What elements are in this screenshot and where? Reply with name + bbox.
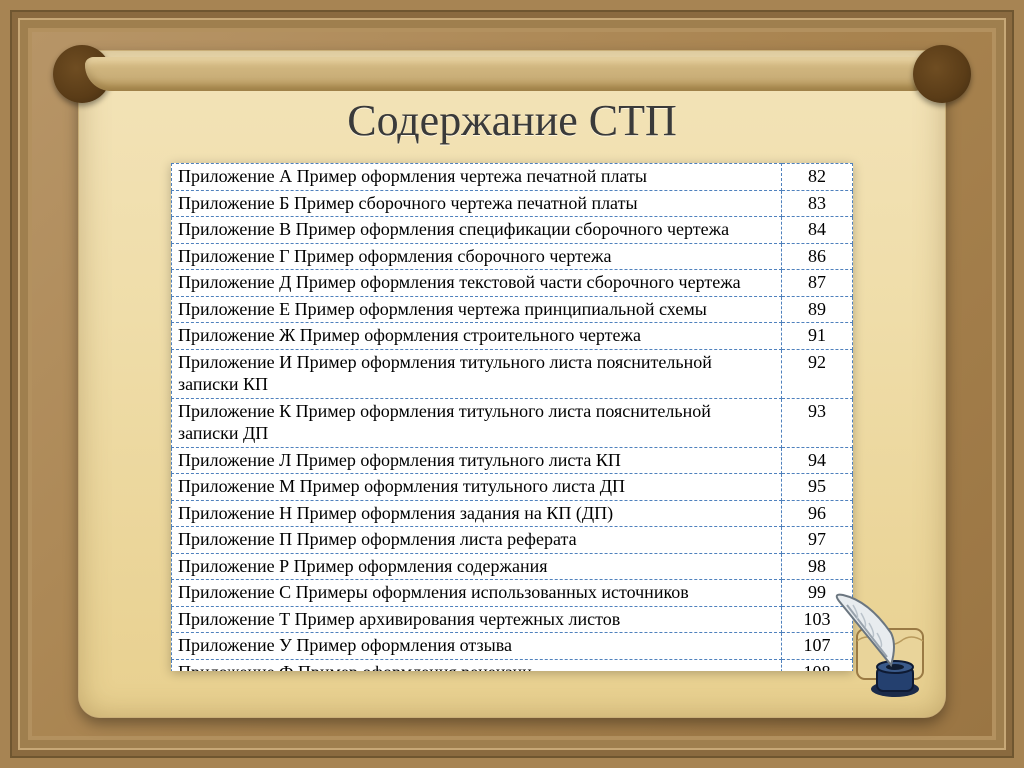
toc-row-page: 91 bbox=[782, 323, 853, 350]
toc-row-label: Приложение Е Пример оформления чертежа п… bbox=[172, 296, 782, 323]
toc-row-label: Приложение Ф Пример оформления рецензии bbox=[172, 659, 782, 671]
toc-row-page: 95 bbox=[782, 474, 853, 501]
toc-row: Приложение В Пример оформления специфика… bbox=[172, 217, 853, 244]
toc-row: Приложение Н Пример оформления задания н… bbox=[172, 500, 853, 527]
toc-row: Приложение Б Пример сборочного чертежа п… bbox=[172, 190, 853, 217]
toc-row-label: Приложение К Пример оформления титульног… bbox=[172, 398, 782, 447]
toc-row-label: Приложение Р Пример оформления содержани… bbox=[172, 553, 782, 580]
toc-row-page: 97 bbox=[782, 527, 853, 554]
toc-row: Приложение К Пример оформления титульног… bbox=[172, 398, 853, 447]
toc-row: Приложение А Пример оформления чертежа п… bbox=[172, 164, 853, 191]
toc-row: Приложение С Примеры оформления использо… bbox=[172, 580, 853, 607]
slide-stage: Содержание СТП Приложение А Пример оформ… bbox=[0, 0, 1024, 768]
toc-row-page: 98 bbox=[782, 553, 853, 580]
toc-row-label: Приложение Ж Пример оформления строитель… bbox=[172, 323, 782, 350]
toc-row: Приложение Д Пример оформления текстовой… bbox=[172, 270, 853, 297]
toc-row-label: Приложение Д Пример оформления текстовой… bbox=[172, 270, 782, 297]
toc-row-page: 89 bbox=[782, 296, 853, 323]
toc-row: Приложение Р Пример оформления содержани… bbox=[172, 553, 853, 580]
toc-row: Приложение Г Пример оформления сборочног… bbox=[172, 243, 853, 270]
toc-row-page: 92 bbox=[782, 349, 853, 398]
toc-row: Приложение Т Пример архивирования чертеж… bbox=[172, 606, 853, 633]
toc-row-page: 84 bbox=[782, 217, 853, 244]
toc-row: Приложение Ф Пример оформления рецензии1… bbox=[172, 659, 853, 671]
parchment-scroll: Содержание СТП Приложение А Пример оформ… bbox=[78, 50, 946, 718]
toc-row-page: 103 bbox=[782, 606, 853, 633]
toc-row-label: Приложение Г Пример оформления сборочног… bbox=[172, 243, 782, 270]
toc-table-wrap: Приложение А Пример оформления чертежа п… bbox=[171, 163, 853, 671]
toc-row-label: Приложение С Примеры оформления использо… bbox=[172, 580, 782, 607]
toc-row-label: Приложение Т Пример архивирования чертеж… bbox=[172, 606, 782, 633]
slide-title: Содержание СТП bbox=[79, 95, 945, 146]
toc-table: Приложение А Пример оформления чертежа п… bbox=[171, 163, 853, 671]
toc-row-page: 87 bbox=[782, 270, 853, 297]
toc-row-page: 86 bbox=[782, 243, 853, 270]
toc-row-label: Приложение М Пример оформления титульног… bbox=[172, 474, 782, 501]
toc-row-page: 96 bbox=[782, 500, 853, 527]
toc-row-label: Приложение Н Пример оформления задания н… bbox=[172, 500, 782, 527]
panel-bg: Содержание СТП Приложение А Пример оформ… bbox=[32, 32, 992, 736]
toc-row-page: 83 bbox=[782, 190, 853, 217]
outer-frame: Содержание СТП Приложение А Пример оформ… bbox=[12, 12, 1012, 756]
toc-row-label: Приложение А Пример оформления чертежа п… bbox=[172, 164, 782, 191]
toc-row-page: 94 bbox=[782, 447, 853, 474]
toc-row-label: Приложение П Пример оформления листа реф… bbox=[172, 527, 782, 554]
toc-row-page: 93 bbox=[782, 398, 853, 447]
scroll-top-bar bbox=[85, 57, 939, 91]
toc-row: Приложение У Пример оформления отзыва107 bbox=[172, 633, 853, 660]
toc-row-label: Приложение Б Пример сборочного чертежа п… bbox=[172, 190, 782, 217]
toc-row-page: 107 bbox=[782, 633, 853, 660]
toc-row: Приложение И Пример оформления титульног… bbox=[172, 349, 853, 398]
toc-row: Приложение Ж Пример оформления строитель… bbox=[172, 323, 853, 350]
toc-row: Приложение П Пример оформления листа реф… bbox=[172, 527, 853, 554]
toc-row-page: 99 bbox=[782, 580, 853, 607]
toc-row: Приложение Е Пример оформления чертежа п… bbox=[172, 296, 853, 323]
toc-row-label: Приложение Л Пример оформления титульног… bbox=[172, 447, 782, 474]
toc-row-label: Приложение В Пример оформления специфика… bbox=[172, 217, 782, 244]
toc-row: Приложение Л Пример оформления титульног… bbox=[172, 447, 853, 474]
toc-row-page: 108 bbox=[782, 659, 853, 671]
toc-row-label: Приложение И Пример оформления титульног… bbox=[172, 349, 782, 398]
toc-row: Приложение М Пример оформления титульног… bbox=[172, 474, 853, 501]
toc-row-label: Приложение У Пример оформления отзыва bbox=[172, 633, 782, 660]
toc-row-page: 82 bbox=[782, 164, 853, 191]
